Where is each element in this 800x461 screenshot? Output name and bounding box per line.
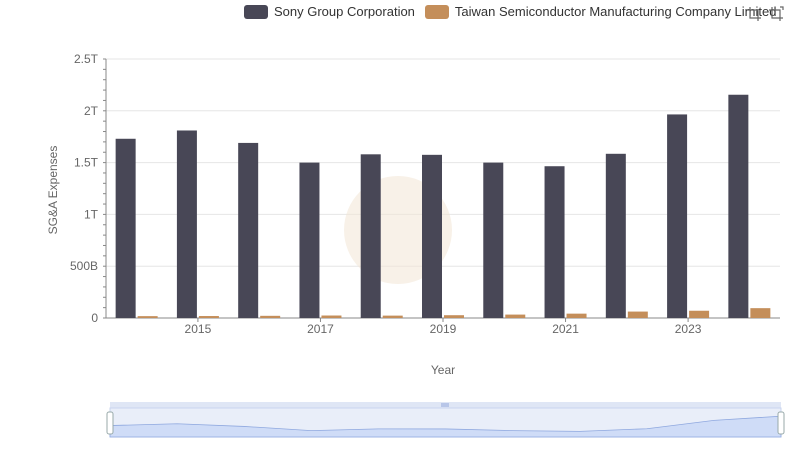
x-tick-label: 2017 (307, 322, 334, 336)
y-tick-label: 1T (84, 207, 99, 221)
bar-sony[interactable] (728, 94, 749, 318)
zoom-handle-right[interactable] (777, 411, 785, 435)
legend-label-sony: Sony Group Corporation (274, 4, 415, 19)
legend-swatch-sony (244, 4, 268, 19)
bar-tsmc[interactable] (750, 308, 771, 318)
bar-tsmc[interactable] (444, 315, 464, 318)
x-tick-label: 2023 (675, 322, 702, 336)
legend-label-tsmc: Taiwan Semiconductor Manufacturing Compa… (454, 4, 777, 19)
legend-item-tsmc[interactable]: Taiwan Semiconductor Manufacturing Compa… (424, 4, 777, 19)
x-tick-label: 2021 (552, 322, 579, 336)
bar-sony[interactable] (544, 166, 565, 318)
bar-sony[interactable] (299, 162, 320, 318)
bar-sony[interactable] (605, 153, 626, 318)
x-tick-label: 2015 (185, 322, 212, 336)
x-axis-title: Year (430, 363, 456, 377)
bar-tsmc[interactable] (382, 315, 403, 318)
y-tick-label: 2.5T (74, 52, 99, 66)
bar-tsmc[interactable] (198, 316, 219, 318)
bar-tsmc[interactable] (627, 311, 648, 318)
zoom-slider-grip[interactable] (441, 403, 449, 407)
bar-tsmc[interactable] (137, 316, 158, 318)
bar-sony[interactable] (483, 162, 504, 318)
bar-sony[interactable] (238, 142, 259, 318)
zoom-handle-left[interactable] (106, 411, 114, 435)
restore-icon[interactable] (768, 6, 784, 22)
bar-tsmc[interactable] (321, 315, 342, 318)
legend-swatch-tsmc (424, 4, 449, 19)
zoom-slider-preview (109, 415, 782, 438)
y-tick-label: 2T (84, 104, 99, 118)
y-axis-title: SG&A Expenses (46, 145, 60, 235)
bar-tsmc[interactable] (260, 315, 281, 318)
bar-tsmc[interactable] (566, 313, 587, 318)
zoom-icon[interactable] (746, 6, 762, 22)
y-tick-label: 0 (91, 311, 98, 325)
toolbox (746, 6, 784, 22)
y-tick-label: 500B (70, 259, 98, 273)
legend: Sony Group Corporation Taiwan Semiconduc… (244, 4, 776, 19)
bar-sony[interactable] (176, 130, 197, 318)
bar-sony[interactable] (422, 154, 442, 318)
bar-tsmc[interactable] (689, 310, 710, 318)
y-tick-label: 1.5T (74, 156, 99, 170)
bar-tsmc[interactable] (505, 314, 526, 318)
bar-sony[interactable] (667, 114, 688, 319)
bar-sony[interactable] (115, 138, 136, 318)
x-tick-label: 2019 (430, 322, 457, 336)
legend-item-sony[interactable]: Sony Group Corporation (244, 4, 415, 19)
bar-sony[interactable] (360, 154, 381, 318)
